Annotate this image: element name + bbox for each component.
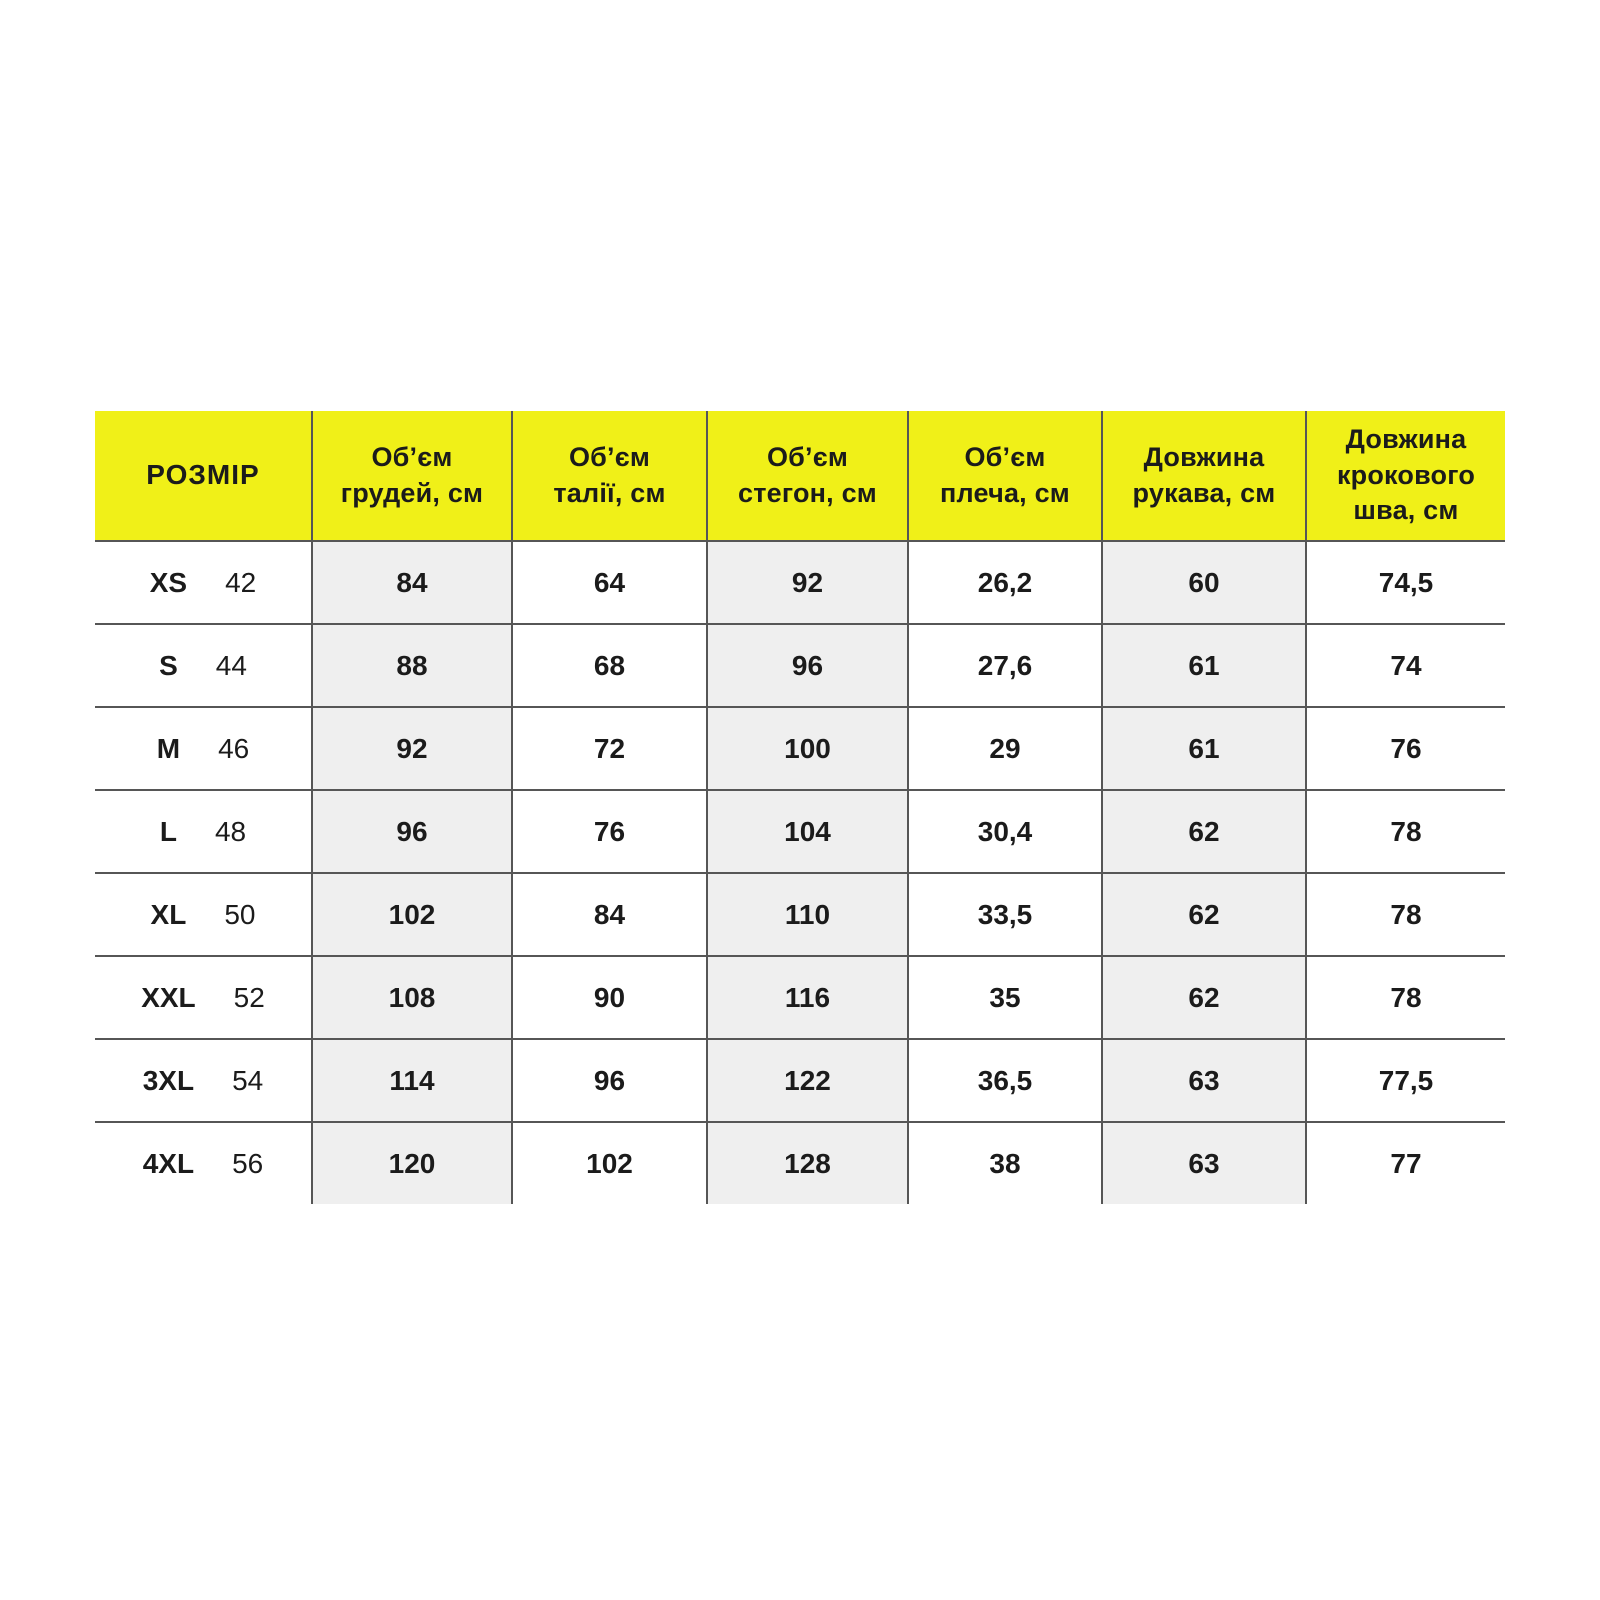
size-label: S xyxy=(159,649,178,681)
value-cell-shoulder: 27,6 xyxy=(908,623,1103,707)
value-cell-waist: 102 xyxy=(512,1121,708,1204)
size-number: 54 xyxy=(232,1064,264,1096)
value-cell-inseam: 78 xyxy=(1306,872,1505,956)
size-cell: M 46 xyxy=(95,706,313,790)
size-number: 42 xyxy=(225,566,257,598)
value-cell-waist: 90 xyxy=(512,955,708,1039)
value-cell-sleeve: 62 xyxy=(1102,872,1307,956)
value-cell-hips: 110 xyxy=(707,872,909,956)
size-number: 46 xyxy=(218,732,250,764)
value-cell-hips: 92 xyxy=(707,540,909,624)
value-cell-waist: 84 xyxy=(512,872,708,956)
size-cell: XL 50 xyxy=(95,872,313,956)
column-header-size: РОЗМІР xyxy=(95,411,313,541)
value-cell-inseam: 78 xyxy=(1306,955,1505,1039)
size-cell: L 48 xyxy=(95,789,313,873)
value-cell-shoulder: 30,4 xyxy=(908,789,1103,873)
value-cell-sleeve: 60 xyxy=(1102,540,1307,624)
value-cell-inseam: 77 xyxy=(1306,1121,1505,1204)
value-cell-hips: 116 xyxy=(707,955,909,1039)
value-cell-chest: 102 xyxy=(312,872,513,956)
value-cell-inseam: 78 xyxy=(1306,789,1505,873)
value-cell-sleeve: 63 xyxy=(1102,1121,1307,1204)
size-chart-table: РОЗМІР Об’єм грудей, см Об’єм талії, см … xyxy=(95,411,1505,1204)
size-number: 50 xyxy=(224,898,256,930)
size-number: 48 xyxy=(214,815,247,847)
table-row-m: M 46 92 72 100 29 61 76 xyxy=(95,706,1505,790)
table-row-xxl: XXL 52 108 90 116 35 62 78 xyxy=(95,955,1505,1039)
value-cell-hips: 128 xyxy=(707,1121,909,1204)
value-cell-waist: 96 xyxy=(512,1038,708,1122)
value-cell-sleeve: 61 xyxy=(1102,706,1307,790)
column-header-waist: Об’єм талії, см xyxy=(512,411,708,541)
value-cell-shoulder: 36,5 xyxy=(908,1038,1103,1122)
table-row-xs: XS 42 84 64 92 26,2 60 74,5 xyxy=(95,540,1505,624)
value-cell-inseam: 74 xyxy=(1306,623,1505,707)
value-cell-inseam: 74,5 xyxy=(1306,540,1505,624)
value-cell-hips: 96 xyxy=(707,623,909,707)
value-cell-waist: 76 xyxy=(512,789,708,873)
value-cell-inseam: 76 xyxy=(1306,706,1505,790)
value-cell-sleeve: 62 xyxy=(1102,955,1307,1039)
value-cell-shoulder: 26,2 xyxy=(908,540,1103,624)
value-cell-chest: 84 xyxy=(312,540,513,624)
value-cell-chest: 96 xyxy=(312,789,513,873)
column-header-sleeve: Довжина рукава, см xyxy=(1102,411,1307,541)
value-cell-chest: 120 xyxy=(312,1121,513,1204)
column-header-inseam: Довжина крокового шва, см xyxy=(1306,411,1505,541)
size-cell: XXL 52 xyxy=(95,955,313,1039)
size-cell: 4XL 56 xyxy=(95,1121,313,1204)
value-cell-chest: 92 xyxy=(312,706,513,790)
column-header-hips: Об’єм стегон, см xyxy=(707,411,909,541)
column-header-shoulder: Об’єм плеча, см xyxy=(908,411,1103,541)
value-cell-hips: 104 xyxy=(707,789,909,873)
value-cell-waist: 72 xyxy=(512,706,708,790)
value-cell-hips: 100 xyxy=(707,706,909,790)
value-cell-sleeve: 63 xyxy=(1102,1038,1307,1122)
size-label: XL xyxy=(150,898,187,930)
size-number: 44 xyxy=(215,649,247,681)
value-cell-waist: 68 xyxy=(512,623,708,707)
table-row-l: L 48 96 76 104 30,4 62 78 xyxy=(95,789,1505,873)
value-cell-inseam: 77,5 xyxy=(1306,1038,1505,1122)
value-cell-shoulder: 38 xyxy=(908,1121,1103,1204)
size-label: 3XL xyxy=(142,1064,195,1096)
value-cell-hips: 122 xyxy=(707,1038,909,1122)
size-cell: S 44 xyxy=(95,623,313,707)
table-row-4xl: 4XL 56 120 102 128 38 63 77 xyxy=(95,1121,1505,1204)
value-cell-chest: 88 xyxy=(312,623,513,707)
size-label: XXL xyxy=(141,981,196,1013)
size-number: 56 xyxy=(232,1147,264,1179)
value-cell-shoulder: 35 xyxy=(908,955,1103,1039)
value-cell-chest: 114 xyxy=(312,1038,513,1122)
size-cell: XS 42 xyxy=(95,540,313,624)
value-cell-sleeve: 61 xyxy=(1102,623,1307,707)
size-cell: 3XL 54 xyxy=(95,1038,313,1122)
size-label: 4XL xyxy=(142,1147,195,1179)
size-label: L xyxy=(159,815,177,847)
size-chart: РОЗМІР Об’єм грудей, см Об’єм талії, см … xyxy=(95,411,1505,1204)
size-label: XS xyxy=(149,566,188,598)
header-row: РОЗМІР Об’єм грудей, см Об’єм талії, см … xyxy=(95,411,1505,541)
value-cell-sleeve: 62 xyxy=(1102,789,1307,873)
column-header-chest: Об’єм грудей, см xyxy=(312,411,513,541)
table-row-xl: XL 50 102 84 110 33,5 62 78 xyxy=(95,872,1505,956)
value-cell-chest: 108 xyxy=(312,955,513,1039)
table-row-s: S 44 88 68 96 27,6 61 74 xyxy=(95,623,1505,707)
value-cell-shoulder: 33,5 xyxy=(908,872,1103,956)
size-label: M xyxy=(156,732,181,764)
value-cell-shoulder: 29 xyxy=(908,706,1103,790)
table-row-3xl: 3XL 54 114 96 122 36,5 63 77,5 xyxy=(95,1038,1505,1122)
size-number: 52 xyxy=(233,981,265,1013)
value-cell-waist: 64 xyxy=(512,540,708,624)
